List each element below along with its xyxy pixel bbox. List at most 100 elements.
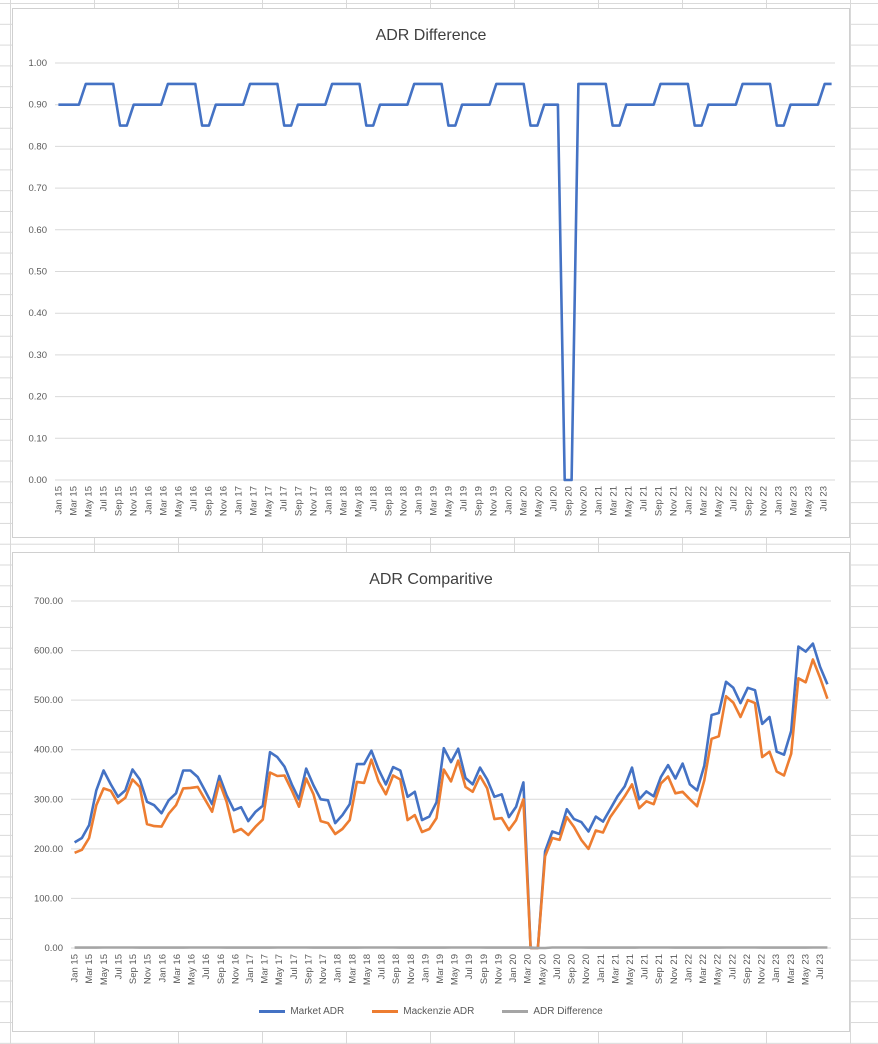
legend-label: Market ADR [290, 1006, 345, 1017]
adr-comparitive-plot: 0.00 100.00 200.00 300.00 400.00 500.00 600.00… [34, 596, 831, 985]
y-tick-label: 300.00 [34, 794, 63, 805]
x-tick-label: May 18 [353, 486, 364, 517]
x-tick-label: Jul 17 [289, 954, 300, 979]
x-tick-label: Mar 22 [698, 954, 709, 984]
x-tick-label: Sep 18 [383, 486, 394, 516]
adr-difference-chart[interactable]: ADR Difference 0.00 0.10 0.20 0.30 0.40 0.50 0… [12, 8, 850, 538]
x-tick-label: Nov 20 [578, 486, 589, 516]
x-tick-label: Nov 20 [581, 954, 592, 984]
x-tick-label: Mar 18 [338, 486, 349, 516]
x-tick-label: May 18 [362, 954, 373, 985]
x-tick-label: Sep 19 [479, 954, 490, 984]
legend-item-mackenzie-adr: Mackenzie ADR [372, 1006, 474, 1017]
x-tick-label: May 20 [537, 954, 548, 985]
legend-item-market-adr: Market ADR [259, 1006, 344, 1017]
y-tick-label: 400.00 [34, 745, 63, 756]
x-tick-label: Jan 23 [773, 486, 784, 515]
x-tick-label: May 21 [623, 486, 634, 517]
x-tick-label: Jul 22 [727, 954, 738, 979]
x-tick-label: Jan 16 [157, 954, 168, 983]
y-tick-label: 0.30 [29, 350, 48, 361]
x-tick-label: May 23 [800, 954, 811, 985]
x-tick-label: Mar 21 [608, 486, 619, 516]
y-tick-label: 0.60 [29, 225, 48, 236]
x-tick-label: Jan 21 [596, 954, 607, 983]
x-tick-label: Mar 15 [84, 954, 95, 984]
legend-swatch [372, 1010, 399, 1013]
series-line-1 [74, 658, 829, 950]
x-tick-label: Mar 22 [698, 486, 709, 516]
x-tick-label: Jul 16 [188, 486, 199, 511]
x-tick-label: Sep 21 [653, 486, 664, 516]
x-tick-label: Jul 20 [548, 486, 559, 511]
y-tick-label: 700.00 [34, 596, 63, 607]
x-tick-label: Nov 15 [128, 486, 139, 516]
x-tick-label: Jul 18 [377, 954, 388, 979]
y-tick-label: 0.40 [29, 308, 48, 319]
x-tick-label: Sep 15 [128, 954, 139, 984]
x-tick-label: May 20 [533, 486, 544, 517]
x-tick-label: Mar 15 [68, 486, 79, 516]
y-tick-label: 1.00 [29, 58, 48, 69]
x-tick-label: Nov 16 [230, 954, 241, 984]
y-tick-label: 0.90 [29, 100, 48, 111]
x-tick-label: Jan 19 [413, 486, 424, 515]
x-tick-label: Jan 21 [593, 486, 604, 515]
x-tick-label: May 16 [173, 486, 184, 517]
x-tick-label: Jul 15 [98, 486, 109, 511]
chart-title: ADR Comparitive [369, 571, 493, 588]
series-line-0 [58, 82, 832, 482]
x-tick-label: Jan 23 [771, 954, 782, 983]
x-tick-label: Jul 21 [640, 954, 651, 979]
x-tick-label: Sep 22 [743, 486, 754, 516]
x-tick-label: Sep 18 [391, 954, 402, 984]
legend-label: ADR Difference [533, 1006, 603, 1017]
x-tick-label: Jul 18 [368, 486, 379, 511]
x-tick-label: Jul 15 [113, 954, 124, 979]
x-tick-label: Jan 16 [143, 486, 154, 515]
x-tick-label: Jan 19 [420, 954, 431, 983]
x-tick-label: Jul 16 [201, 954, 212, 979]
y-tick-label: 0.10 [29, 433, 48, 444]
x-tick-label: May 22 [713, 486, 724, 517]
x-tick-label: Nov 16 [218, 486, 229, 516]
x-tick-label: Jan 17 [233, 486, 244, 515]
x-tick-label: Jan 22 [683, 954, 694, 983]
y-tick-label: 0.00 [45, 943, 64, 954]
adr-comparitive-chart[interactable]: ADR Comparitive 0.00 100.00 200.00 300.00 40… [12, 552, 850, 1032]
x-tick-label: Mar 23 [788, 486, 799, 516]
x-tick-label: Jul 17 [278, 486, 289, 511]
y-tick-label: 500.00 [34, 695, 63, 706]
x-tick-label: Jan 18 [333, 954, 344, 983]
x-tick-label: Jul 23 [818, 486, 829, 511]
legend-swatch [259, 1010, 286, 1013]
x-tick-label: Nov 21 [668, 486, 679, 516]
x-tick-label: Mar 18 [347, 954, 358, 984]
x-tick-label: Mar 16 [172, 954, 183, 984]
chart-title: ADR Difference [375, 27, 487, 44]
x-tick-label: Sep 17 [303, 954, 314, 984]
x-tick-label: Sep 21 [654, 954, 665, 984]
y-tick-label: 0.20 [29, 392, 48, 403]
x-tick-label: Nov 22 [758, 486, 769, 516]
series-line-0 [73, 642, 829, 950]
x-tick-label: Nov 21 [669, 954, 680, 984]
x-tick-label: Sep 17 [293, 486, 304, 516]
x-tick-label: Mar 23 [786, 954, 797, 984]
x-tick-label: Jan 22 [683, 486, 694, 515]
x-tick-label: May 19 [450, 954, 461, 985]
x-tick-label: Nov 22 [757, 954, 768, 984]
x-tick-label: Sep 16 [203, 486, 214, 516]
y-tick-label: 200.00 [34, 844, 63, 855]
x-tick-label: Jan 18 [323, 486, 334, 515]
x-tick-label: Mar 21 [610, 954, 621, 984]
x-tick-label: Nov 15 [143, 954, 154, 984]
x-tick-label: May 17 [274, 954, 285, 985]
chart-legend: Market ADR Mackenzie ADR ADR Difference [13, 1006, 849, 1017]
x-tick-label: May 21 [625, 954, 636, 985]
x-tick-label: Jul 20 [552, 954, 563, 979]
y-tick-label: 0.70 [29, 183, 48, 194]
legend-swatch [502, 1010, 529, 1013]
x-tick-label: Mar 20 [518, 486, 529, 516]
x-tick-label: Sep 22 [742, 954, 753, 984]
